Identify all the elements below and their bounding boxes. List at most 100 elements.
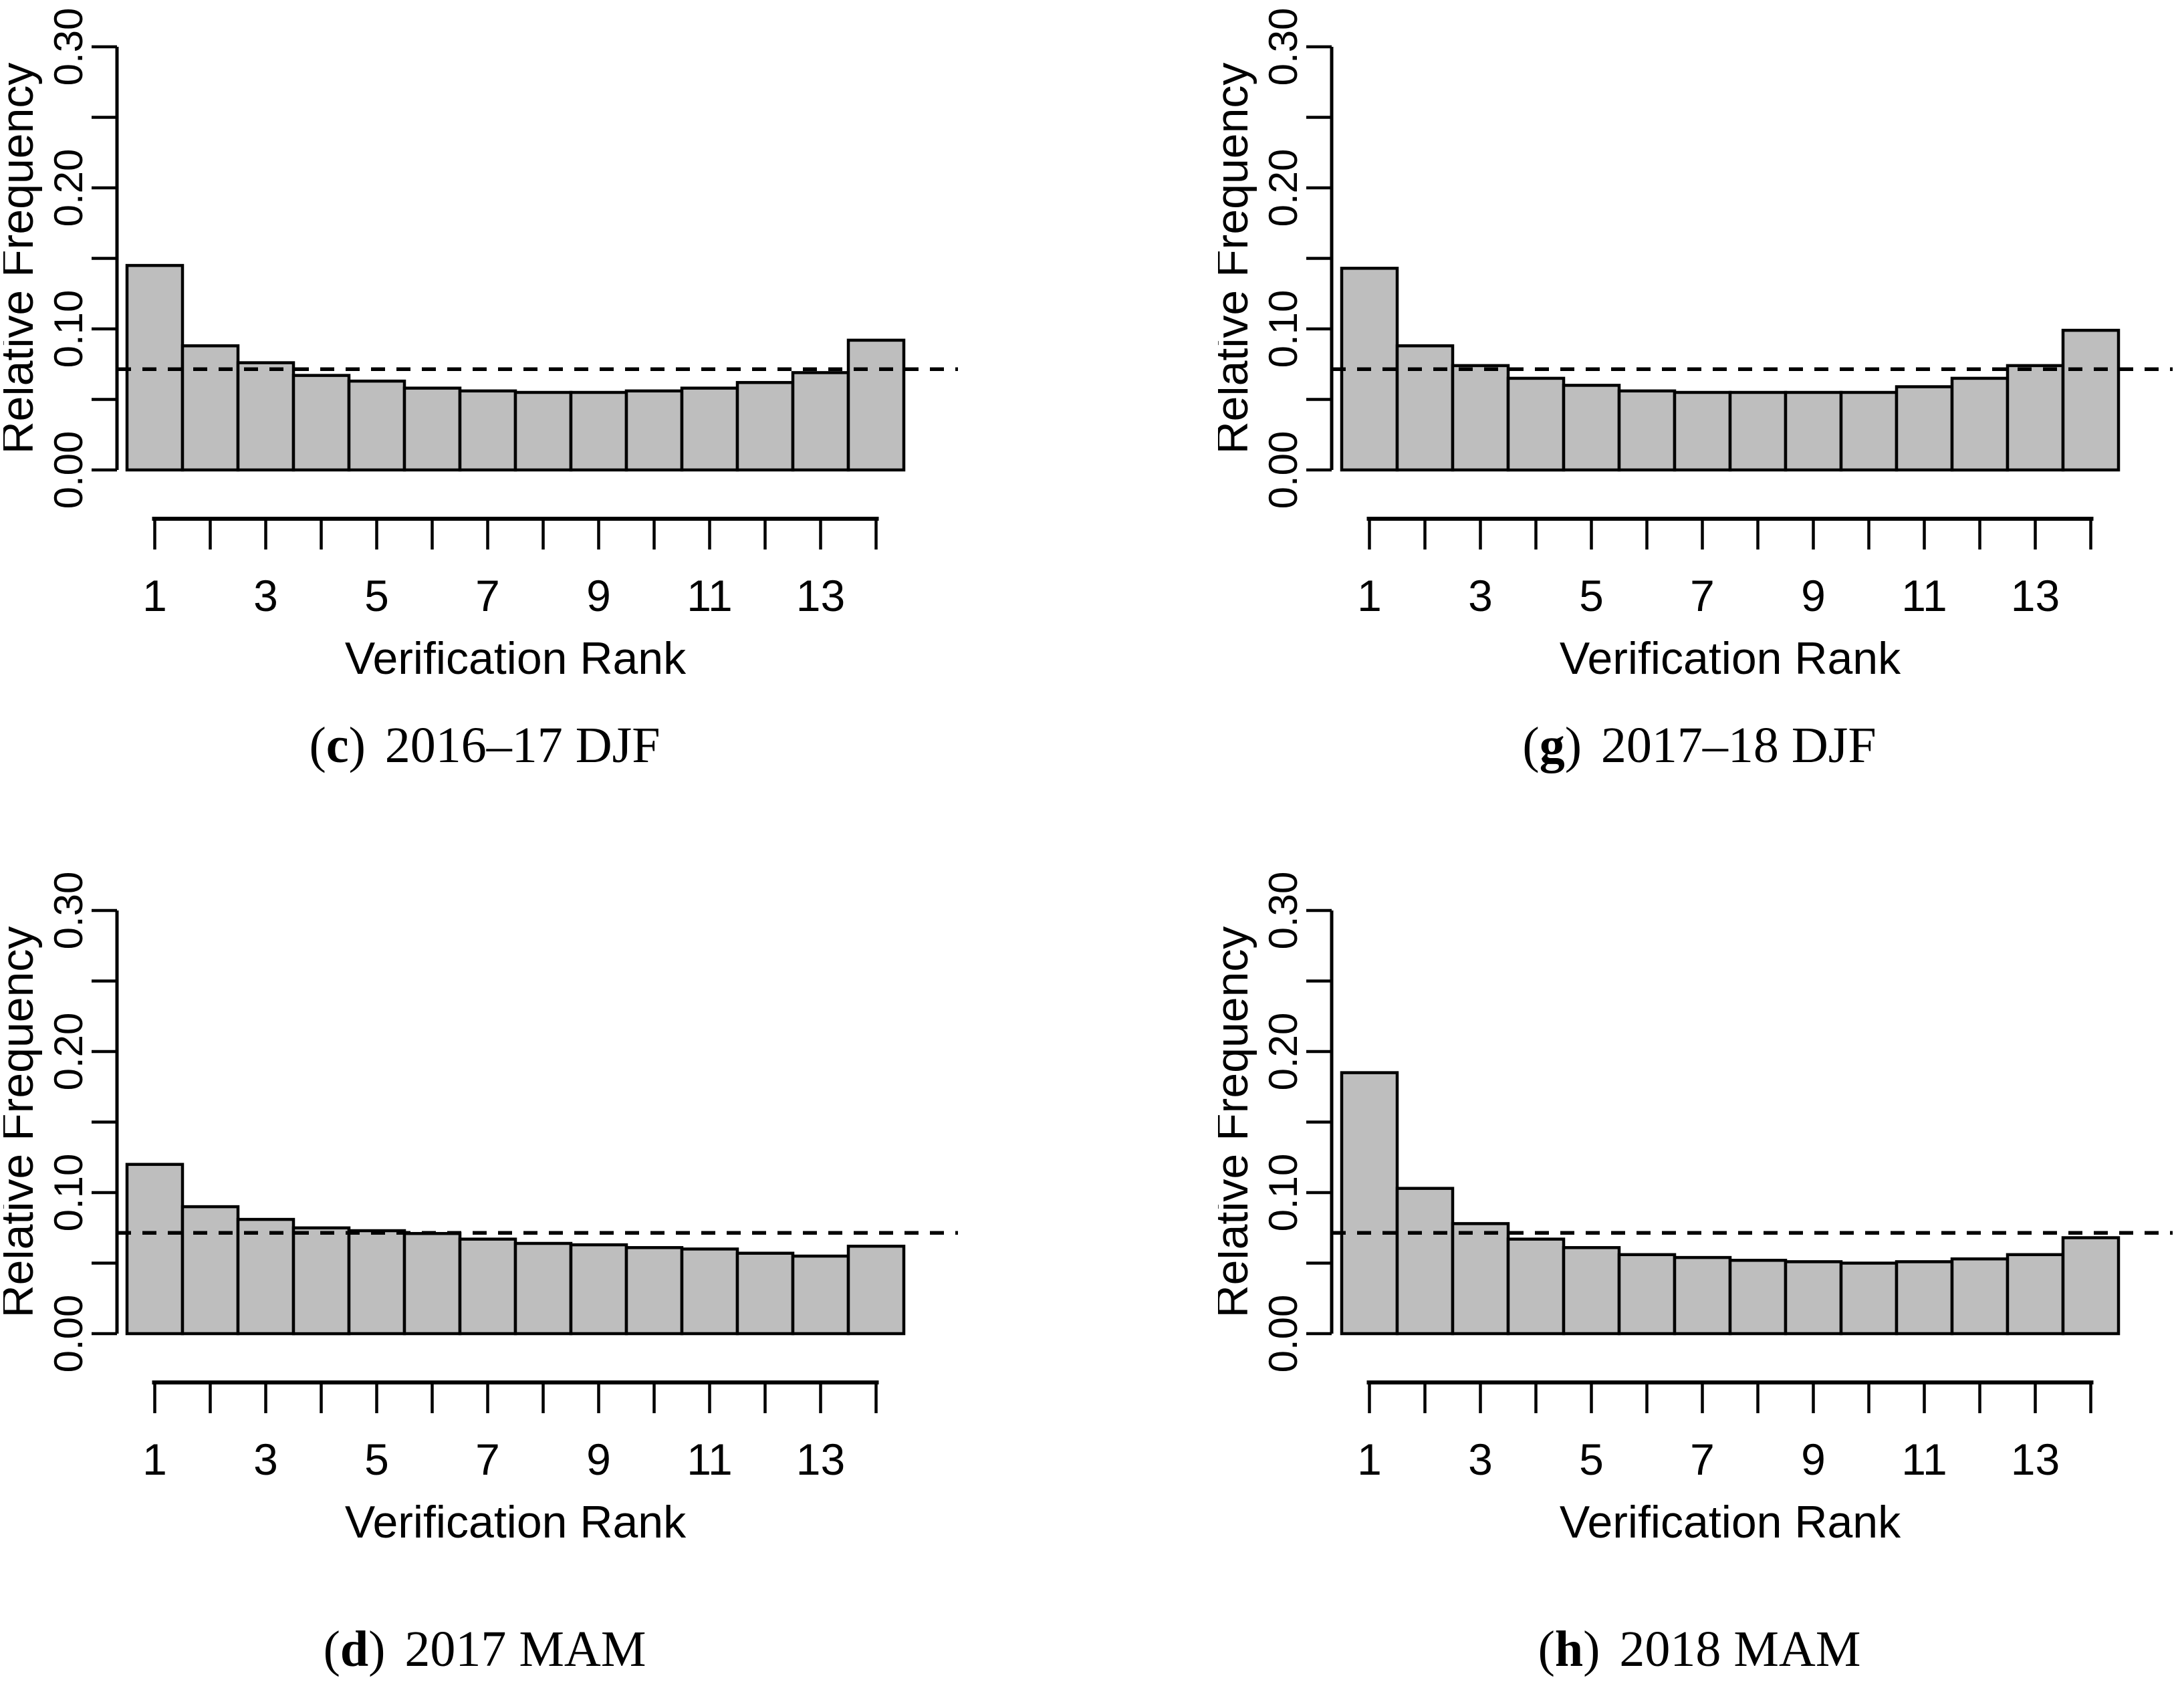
bar-rank-1 (1340, 1071, 1399, 1336)
y-tick-label: 0.00 (1261, 1295, 1306, 1373)
x-tick-label: 9 (586, 571, 611, 620)
caption-text: 2017–18 DJF (1600, 717, 1877, 773)
x-tick-label: 3 (253, 1435, 278, 1484)
bar-rank-6 (402, 1231, 462, 1336)
y-tick-label: 0.30 (1261, 8, 1306, 86)
y-tick-label: 0.00 (46, 431, 91, 509)
bar-rank-7 (1673, 1255, 1732, 1336)
bar-rank-5 (1562, 384, 1621, 472)
y-tick-label: 0.20 (46, 149, 91, 227)
bar-rank-9 (569, 390, 628, 472)
y-tick-label: 0.20 (1261, 1013, 1306, 1091)
bar-rank-3 (236, 361, 295, 472)
caption-letter: h (1554, 1621, 1584, 1677)
y-axis-title: Relative Frequency (3, 927, 43, 1318)
bar-rank-10 (624, 389, 684, 472)
caption-paren-open: ( (1538, 1621, 1555, 1677)
bar-rank-10 (1839, 1261, 1899, 1336)
bar-rank-12 (1950, 1257, 2010, 1336)
caption-paren-close: ) (1564, 717, 1582, 773)
y-tick-label: 0.10 (46, 1154, 91, 1232)
bar-rank-7 (1673, 390, 1732, 472)
x-tick-label: 11 (1901, 571, 1947, 620)
panel-2017-mam: 0.00 0.10 0.20 0.30 Relative Frequency 1 3 5 7 9 1… (3, 869, 966, 1679)
y-tick-label: 0.20 (46, 1013, 91, 1091)
y-tick-label: 0.10 (1261, 1154, 1306, 1232)
x-tick-label: 9 (1801, 1435, 1826, 1484)
panel-caption: (h) 2018 MAM (1218, 1620, 2176, 1679)
bar-rank-6 (1617, 389, 1677, 472)
x-tick-label: 1 (1357, 1435, 1382, 1484)
x-tick-label: 7 (1690, 1435, 1715, 1484)
x-axis-title: Verification Rank (345, 633, 687, 682)
caption-paren-open: ( (1522, 717, 1540, 773)
bar-rank-13 (791, 371, 850, 472)
y-tick-label: 0.10 (46, 290, 91, 368)
caption-text: 2017 MAM (404, 1621, 646, 1677)
bar-rank-5 (347, 379, 406, 472)
x-tick-label: 1 (1357, 571, 1382, 620)
caption-text: 2016–17 DJF (384, 717, 660, 773)
x-tick-label: 7 (475, 571, 500, 620)
bar-rank-14 (846, 338, 906, 472)
bar-rank-10 (624, 1246, 684, 1336)
bar-rank-12 (735, 380, 795, 472)
y-axis-title: Relative Frequency (1218, 63, 1257, 455)
panel-caption: (g) 2017–18 DJF (1218, 717, 2176, 775)
x-tick-label: 11 (1901, 1435, 1947, 1484)
x-tick-label: 7 (1690, 571, 1715, 620)
caption-letter: d (340, 1621, 369, 1677)
x-tick-label: 1 (142, 571, 167, 620)
bar-rank-7 (458, 1237, 517, 1336)
x-axis-title: Verification Rank (1560, 633, 1901, 682)
y-tick-label: 0.30 (1261, 872, 1306, 950)
bar-rank-6 (402, 386, 462, 472)
panel-2016-17-djf: 0.00 0.10 0.20 0.30 Relative Frequency 1 3 5 7 9 1… (3, 5, 966, 775)
caption-paren-close: ) (348, 717, 366, 773)
x-tick-label: 1 (142, 1435, 167, 1484)
caption-paren-close: ) (368, 1621, 386, 1677)
bar-rank-6 (1617, 1253, 1677, 1336)
y-tick-label: 0.00 (46, 1295, 91, 1373)
x-tick-label: 5 (364, 571, 389, 620)
bar-rank-11 (1895, 1260, 1954, 1336)
bar-rank-3 (236, 1217, 295, 1336)
caption-letter: c (326, 717, 349, 773)
bar-rank-4 (1506, 376, 1566, 472)
bar-rank-12 (735, 1251, 795, 1336)
y-tick-label: 0.30 (46, 8, 91, 86)
x-tick-label: 5 (1579, 1435, 1604, 1484)
bar-rank-14 (2061, 328, 2121, 472)
caption-paren-open: ( (323, 1621, 340, 1677)
bar-rank-10 (1839, 390, 1899, 472)
bar-rank-14 (2061, 1236, 2121, 1336)
bar-rank-5 (1562, 1246, 1621, 1336)
x-tick-label: 5 (1579, 571, 1604, 620)
x-tick-label: 3 (1468, 571, 1493, 620)
bar-rank-14 (846, 1244, 906, 1336)
x-tick-label: 9 (586, 1435, 611, 1484)
bar-rank-13 (2006, 1253, 2065, 1336)
panel-2017-18-djf: 0.00 0.10 0.20 0.30 Relative Frequency 1 3 5 7 9 1… (1218, 5, 2176, 775)
x-axis-title: Verification Rank (345, 1497, 687, 1546)
panel-caption: (d) 2017 MAM (3, 1620, 966, 1679)
bar-rank-7 (458, 389, 517, 472)
caption-letter: g (1539, 717, 1565, 773)
bar-rank-13 (2006, 364, 2065, 472)
bar-rank-11 (680, 1247, 739, 1336)
caption-paren-open: ( (309, 717, 326, 773)
bar-rank-2 (1395, 1187, 1455, 1336)
bar-rank-12 (1950, 376, 2010, 472)
bar-rank-11 (1895, 385, 1954, 472)
x-tick-label: 11 (687, 571, 733, 620)
bar-rank-9 (1784, 1260, 1843, 1336)
x-tick-label: 13 (2011, 571, 2060, 620)
x-axis-title: Verification Rank (1560, 1497, 1901, 1546)
y-tick-label: 0.10 (1261, 290, 1306, 368)
bar-rank-8 (513, 390, 573, 472)
